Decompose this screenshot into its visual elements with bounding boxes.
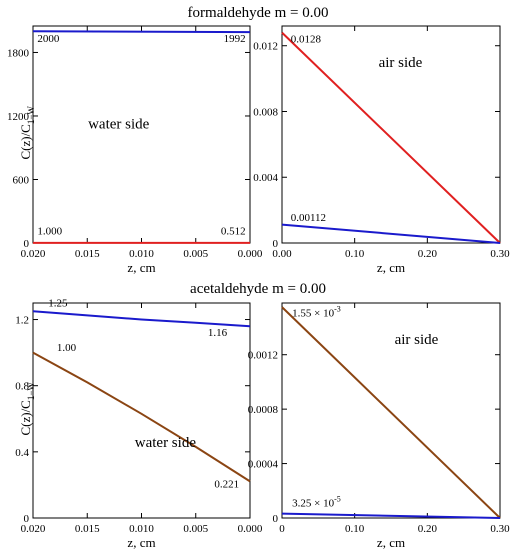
top-chart-title: formaldehyde m = 0.00 xyxy=(187,5,329,21)
acetaldehyde-water-annotation: water side xyxy=(135,435,197,451)
formaldehyde-water-x-tick-label: 0.000 xyxy=(238,248,263,260)
acetaldehyde-air-y-tick-label: 0.0008 xyxy=(248,404,279,416)
formaldehyde-water-y-tick-label: 1200 xyxy=(7,111,30,123)
formaldehyde-air-x-tick-label: 0.30 xyxy=(490,248,510,260)
acetaldehyde-air-y-tick-label: 0 xyxy=(273,513,279,525)
formaldehyde-water-series-blue xyxy=(32,30,251,34)
acetaldehyde-air-x-tick-label: 0.10 xyxy=(345,523,365,535)
acetaldehyde-air-x-tick-label: 0 xyxy=(279,523,285,535)
acetaldehyde-water-x-tick-label: 0.010 xyxy=(129,523,154,535)
formaldehyde-air-annotation: air side xyxy=(379,55,423,71)
formaldehyde-air-plot-frame xyxy=(281,25,501,244)
formaldehyde-water-y-tick-label: 0 xyxy=(24,238,30,250)
formaldehyde-air-y-tick-label: 0.008 xyxy=(253,106,278,118)
acetaldehyde-air-annotation: 3.25 × 10-5 xyxy=(292,494,341,509)
formaldehyde-air-x-axis-label: z, cm xyxy=(377,260,405,275)
formaldehyde-water-annotation: 1992 xyxy=(224,33,246,45)
acetaldehyde-water-annotation: 1.00 xyxy=(57,342,77,354)
formaldehyde-water-annotation: water side xyxy=(88,117,150,133)
acetaldehyde-water-annotation: 1.16 xyxy=(208,327,228,339)
formaldehyde-water-x-axis-label: z, cm xyxy=(127,260,155,275)
formaldehyde-water-plot-frame xyxy=(32,25,251,244)
formaldehyde-air-annotation: 0.0128 xyxy=(291,33,322,45)
acetaldehyde-water-y-tick-label: 0 xyxy=(24,513,30,525)
formaldehyde-water-annotation: 0.512 xyxy=(221,226,246,238)
formaldehyde-air-series-blue xyxy=(281,223,501,244)
acetaldehyde-water-y-tick-label: 1.2 xyxy=(15,315,29,327)
bottom-chart-title: acetaldehyde m = 0.00 xyxy=(190,281,326,297)
acetaldehyde-air-x-tick-label: 0.30 xyxy=(490,523,510,535)
formaldehyde-air-y-tick-label: 0.012 xyxy=(253,41,278,53)
acetaldehyde-air-x-axis-label: z, cm xyxy=(377,535,405,550)
acetaldehyde-water-y-tick-label: 0.8 xyxy=(15,381,29,393)
formaldehyde-water-y-tick-label: 600 xyxy=(13,174,30,186)
formaldehyde-air-x-tick-label: 0.10 xyxy=(345,248,365,260)
acetaldehyde-air-y-tick-label: 0.0004 xyxy=(248,459,279,471)
formaldehyde-air-annotation: 0.00112 xyxy=(291,212,326,224)
acetaldehyde-water-series-brown xyxy=(32,351,251,483)
acetaldehyde-air-series-blue xyxy=(281,512,501,519)
acetaldehyde-air-annotation: air side xyxy=(395,332,439,348)
acetaldehyde-water-x-tick-label: 0.005 xyxy=(183,523,208,535)
acetaldehyde-air-plot-frame xyxy=(281,302,501,519)
acetaldehyde-air-x-tick-label: 0.20 xyxy=(418,523,438,535)
acetaldehyde-water-x-axis-label: z, cm xyxy=(127,535,155,550)
acetaldehyde-water-annotation: 0.221 xyxy=(214,478,239,490)
formaldehyde-water-annotation: 2000 xyxy=(37,33,60,45)
acetaldehyde-air-series-brown xyxy=(281,306,501,519)
formaldehyde-air-y-tick-label: 0 xyxy=(273,238,279,250)
acetaldehyde-water-annotation: 1.25 xyxy=(48,297,68,309)
formaldehyde-air-x-tick-label: 0.20 xyxy=(418,248,438,260)
formaldehyde-water-x-tick-label: 0.015 xyxy=(75,248,100,260)
formaldehyde-water-y-tick-label: 1800 xyxy=(7,47,30,59)
acetaldehyde-water-series-blue xyxy=(32,310,251,328)
acetaldehyde-water-x-tick-label: 0.015 xyxy=(75,523,100,535)
formaldehyde-water-x-tick-label: 0.010 xyxy=(129,248,154,260)
formaldehyde-air-y-tick-label: 0.004 xyxy=(253,172,278,184)
acetaldehyde-water-y-tick-label: 0.4 xyxy=(15,447,29,459)
acetaldehyde-water-x-tick-label: 0.000 xyxy=(238,523,263,535)
acetaldehyde-water-x-tick-label: 0.020 xyxy=(21,523,46,535)
formaldehyde-water-annotation: 1.000 xyxy=(37,226,62,238)
acetaldehyde-air-y-tick-label: 0.0012 xyxy=(248,350,278,362)
formaldehyde-air-x-tick-label: 0.00 xyxy=(272,248,292,260)
formaldehyde-air-series-red xyxy=(281,31,501,244)
formaldehyde-water-x-tick-label: 0.020 xyxy=(21,248,46,260)
acetaldehyde-air-annotation: 1.55 × 10-3 xyxy=(292,305,341,320)
formaldehyde-water-x-tick-label: 0.005 xyxy=(183,248,208,260)
